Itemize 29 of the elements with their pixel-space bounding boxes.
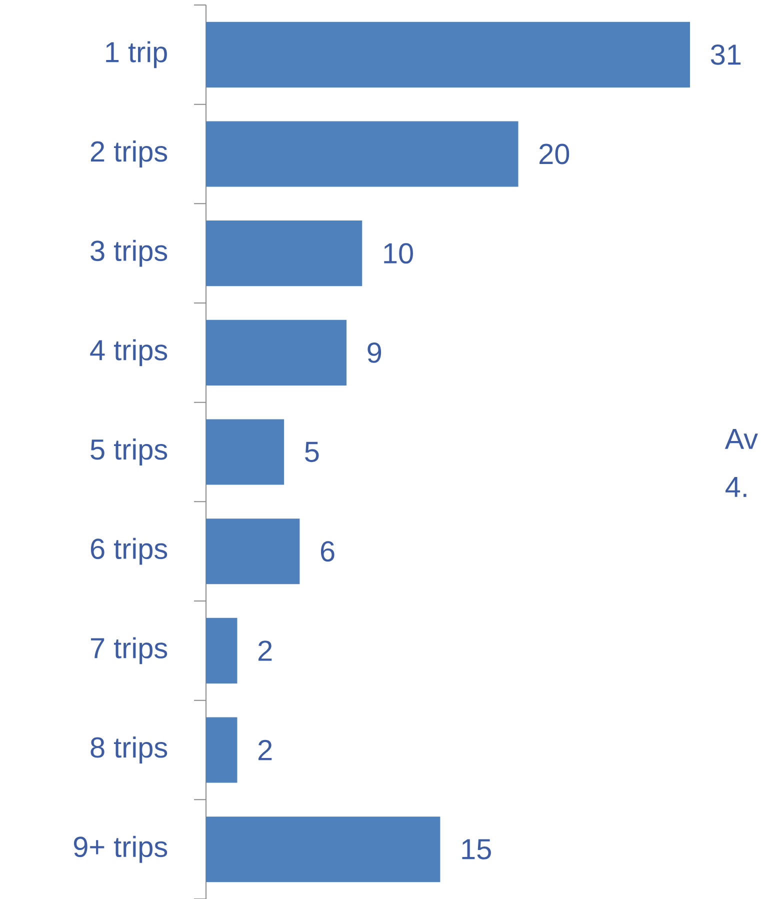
y-tick-label: 8 trips [90,736,168,764]
data-label: 5 [305,442,319,462]
bar [206,22,690,88]
y-tick-label: 4 trips [90,339,168,366]
bar [206,518,300,584]
bar [206,220,362,286]
data-label: 2 [258,640,272,661]
data-label: 9 [368,342,382,363]
data-label: 6 [320,541,334,562]
bar [206,121,518,187]
y-tick-label: 7 trips [90,637,168,664]
bar [206,419,284,485]
bar [206,618,238,684]
y-tick-label: 1 trip [106,41,167,68]
data-label: 2 [258,740,272,760]
bar [206,717,238,783]
data-label: 20 [540,144,570,164]
y-tick-label: 5 trips [90,438,168,466]
text: Av [724,429,758,449]
data-label: 10 [384,243,413,264]
data-label: 15 [462,839,491,860]
y-tick-label: 3 trips [90,240,168,267]
bar [206,816,440,882]
y-tick-label: 9+ trips [74,836,168,863]
text: 4. [725,477,746,497]
y-tick-label: 2 trips [90,140,168,168]
bar [206,320,347,386]
data-label: 31 [710,44,741,65]
y-tick-label: 6 trips [90,538,168,565]
